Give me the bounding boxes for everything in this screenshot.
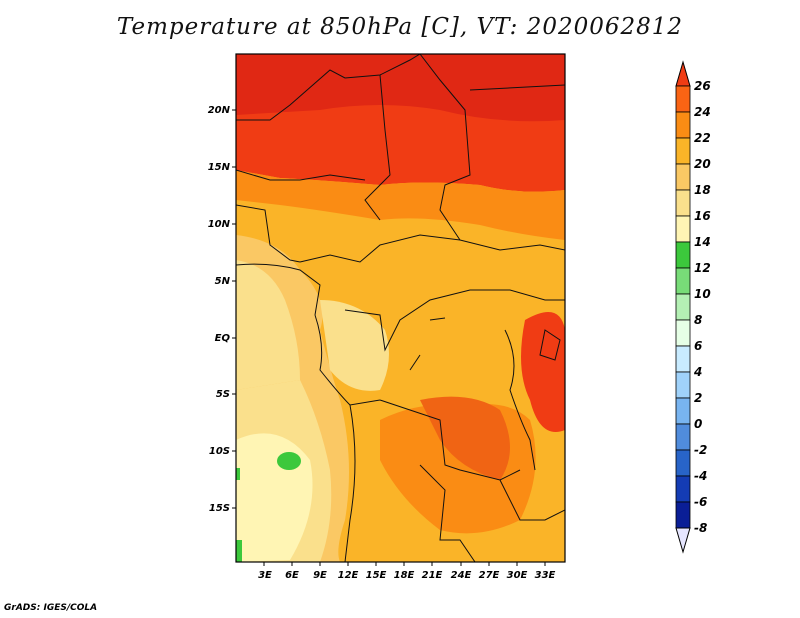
colorbar-label: 12 xyxy=(694,261,711,275)
colorbar-box xyxy=(675,423,691,451)
lat-label: 5N xyxy=(215,276,231,287)
lat-label: 15S xyxy=(209,503,230,514)
colorbar-label: 20 xyxy=(694,157,711,171)
colorbar-box xyxy=(675,189,691,217)
colorbar-box xyxy=(675,111,691,139)
colorbar-label: -2 xyxy=(694,443,707,457)
colorbar-box xyxy=(675,501,691,529)
colorbar-label: 18 xyxy=(694,183,711,197)
lon-label: 30E xyxy=(507,570,528,581)
colorbar-label: 4 xyxy=(693,365,702,379)
lon-label: 27E xyxy=(479,570,500,581)
lon-label: 3E xyxy=(258,570,272,581)
colorbar-box xyxy=(675,371,691,399)
colorbar-box xyxy=(675,345,691,373)
colorbar-label: 8 xyxy=(694,313,702,327)
map-title: Temperature at 850hPa [C], VT: 202006281… xyxy=(116,14,684,40)
colorbar-box xyxy=(675,241,691,269)
lat-label: 10N xyxy=(208,219,231,230)
colorbar-box xyxy=(675,85,691,113)
map-frame xyxy=(235,53,566,563)
lat-label: 20N xyxy=(208,105,231,116)
colorbar-box xyxy=(675,293,691,321)
lon-label: 12E xyxy=(338,570,359,581)
colorbar-top-triangle xyxy=(675,60,691,87)
lon-label: 6E xyxy=(285,570,299,581)
colorbar-label: -6 xyxy=(694,495,707,509)
colorbar-box xyxy=(675,163,691,191)
lat-label: 5S xyxy=(216,389,230,400)
colorbar-label: 24 xyxy=(694,105,711,119)
colorbar-bottom-triangle xyxy=(675,527,691,554)
colorbar-label: 16 xyxy=(694,209,711,223)
colorbar-label: 2 xyxy=(694,391,702,405)
lon-label: 9E xyxy=(313,570,327,581)
lon-label: 18E xyxy=(394,570,415,581)
colorbar-box xyxy=(675,449,691,477)
longitude-axis: 3E 6E 9E 12E 15E 18E 21E 24E 27E 30E 33E xyxy=(258,570,555,581)
latitude-axis: 20N 15N 10N 5N EQ 5S 10S 15S xyxy=(208,105,231,514)
colorbar-label: 22 xyxy=(694,131,711,145)
colorbar-label: 10 xyxy=(694,287,711,301)
colorbar-label: 6 xyxy=(694,339,702,353)
colorbar-box xyxy=(675,267,691,295)
credit-text: GrADS: IGES/COLA xyxy=(4,603,98,613)
colorbar-label: -4 xyxy=(694,469,707,483)
colorbar-box xyxy=(675,319,691,347)
colorbar-label: 14 xyxy=(694,235,711,249)
lon-label: 21E xyxy=(422,570,443,581)
temperature-field xyxy=(236,54,565,562)
country-borders xyxy=(236,54,565,562)
lon-label: 33E xyxy=(535,570,556,581)
lat-label: 15N xyxy=(208,162,231,173)
latitude-ticks xyxy=(232,109,236,509)
colorbar-label: -8 xyxy=(694,521,707,535)
lon-label: 15E xyxy=(366,570,387,581)
colorbar-box xyxy=(675,215,691,243)
colorbar-label: 26 xyxy=(694,79,711,93)
lat-label: 10S xyxy=(209,446,230,457)
colorbar-box xyxy=(675,475,691,503)
colorbar-box xyxy=(675,137,691,165)
lat-label: EQ xyxy=(215,333,231,344)
lon-label: 24E xyxy=(451,570,472,581)
colorbar-label: 0 xyxy=(694,417,702,431)
colorbar-box xyxy=(675,397,691,425)
longitude-ticks xyxy=(263,562,546,566)
